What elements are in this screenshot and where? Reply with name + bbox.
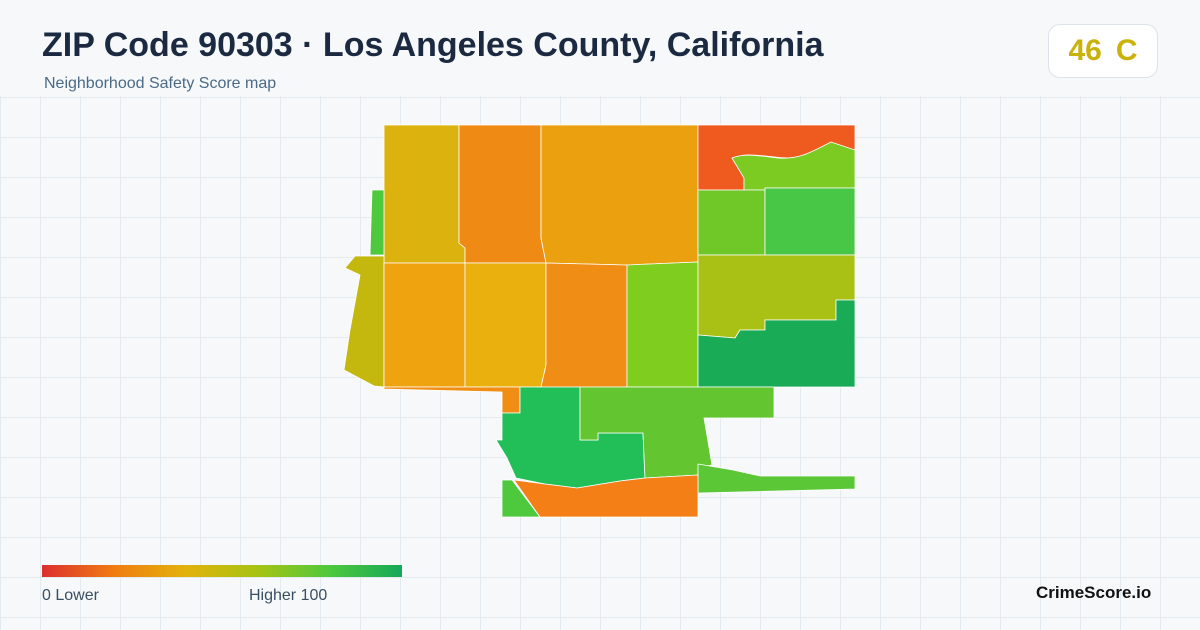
region-nw-2[interactable]: [458, 124, 547, 264]
safety-score-value: 46: [1068, 34, 1102, 67]
brand-logo: CrimeScore.io: [1036, 583, 1152, 602]
page-subtitle: Neighborhood Safety Score map: [44, 75, 277, 92]
page-title: ZIP Code 90303 · Los Angeles County, Cal…: [42, 26, 824, 64]
safety-grade-value: C: [1115, 34, 1138, 67]
region-nw-1[interactable]: [383, 124, 466, 264]
region-w-orange-tab[interactable]: [383, 386, 542, 414]
region-w-2[interactable]: [464, 262, 547, 388]
region-s-orange[interactable]: [513, 474, 699, 518]
legend-gradient-bar: [42, 565, 402, 577]
region-n-center[interactable]: [540, 124, 699, 266]
region-e-2[interactable]: [764, 187, 856, 256]
header: ZIP Code 90303 · Los Angeles County, Cal…: [0, 0, 1200, 96]
region-center-green[interactable]: [626, 261, 699, 388]
safety-score-badge: 46 C: [1048, 24, 1158, 78]
region-w-olive[interactable]: [343, 255, 385, 388]
region-se-green[interactable]: [697, 299, 856, 388]
region-center-orange[interactable]: [540, 262, 628, 388]
legend-high-label: Higher 100: [249, 587, 328, 604]
legend-low-label: 0 Lower: [42, 587, 99, 604]
region-w-sliver[interactable]: [369, 189, 385, 256]
region-s-strip[interactable]: [697, 463, 856, 494]
region-e-1[interactable]: [697, 189, 766, 256]
region-w-1[interactable]: [383, 262, 466, 388]
